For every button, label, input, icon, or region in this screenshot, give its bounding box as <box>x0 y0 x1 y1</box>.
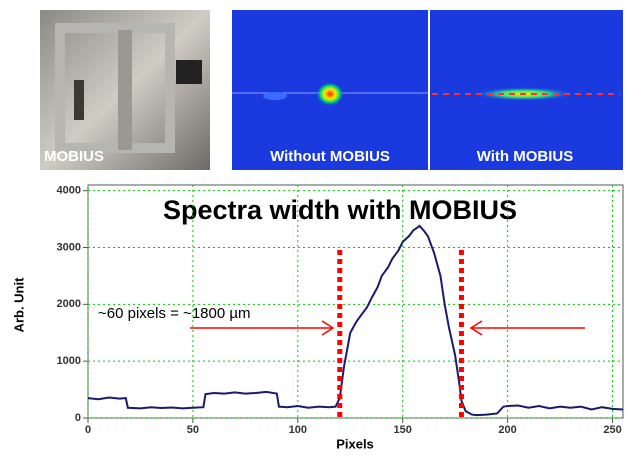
x-tick-label: 250 <box>603 424 621 436</box>
x-tick-label: 100 <box>289 424 307 436</box>
y-tick-label: 2000 <box>57 298 81 310</box>
x-tick-label: 0 <box>85 424 91 436</box>
x-axis-label: Pixels <box>336 436 374 451</box>
camera-with: With MOBIUS <box>430 10 623 170</box>
image-caption: Without MOBIUS <box>270 148 390 165</box>
image-caption: With MOBIUS <box>477 148 574 165</box>
annotation: ~60 pixels = ~1800 µm <box>98 305 251 322</box>
y-axis-label: Arb. Unit <box>11 277 26 333</box>
photo-panel: MOBIUS <box>40 10 210 170</box>
x-tick-label: 50 <box>187 424 199 436</box>
y-tick-label: 1000 <box>57 355 81 367</box>
chart-title: Spectra width with MOBIUS <box>163 195 517 225</box>
x-tick-label: 200 <box>498 424 516 436</box>
y-tick-label: 4000 <box>57 185 81 197</box>
camera-without: Without MOBIUS <box>232 10 428 170</box>
y-tick-label: 0 <box>75 412 81 424</box>
x-tick-label: 150 <box>394 424 412 436</box>
arrows <box>190 320 585 336</box>
image-caption: MOBIUS <box>44 148 104 165</box>
data-line <box>87 224 624 417</box>
y-tick-label: 3000 <box>57 241 81 253</box>
